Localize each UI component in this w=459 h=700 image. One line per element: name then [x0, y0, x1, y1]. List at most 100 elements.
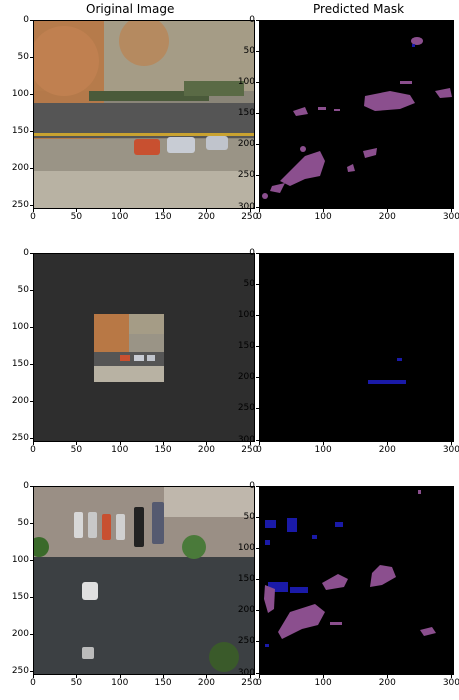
tick-mark	[387, 675, 389, 678]
y-tick-label: 250	[237, 170, 255, 181]
x-tick-label: 150	[154, 212, 172, 222]
tick-mark	[119, 209, 121, 212]
tick-mark	[256, 517, 259, 519]
tick-mark	[30, 437, 33, 439]
tick-mark	[249, 442, 251, 445]
tick-mark	[249, 209, 251, 212]
tick-mark	[30, 289, 33, 291]
y-tick-label: 150	[11, 591, 29, 602]
tick-mark	[256, 439, 259, 441]
tick-mark	[256, 315, 259, 317]
y-tick-label: 50	[243, 512, 255, 523]
original-image-title: Original Image	[86, 2, 175, 16]
x-tick-label: 200	[197, 445, 216, 455]
y-tick-label: 0	[249, 481, 255, 491]
y-tick-label: 300	[237, 667, 255, 678]
x-tick-label: 200	[378, 445, 396, 455]
x-tick-label: 150	[154, 445, 172, 455]
y-tick-label: 150	[237, 341, 255, 352]
y-tick-label: 200	[11, 395, 29, 406]
y-tick-label: 0	[249, 15, 255, 25]
y-tick-label: 250	[11, 432, 29, 443]
tick-mark	[30, 670, 33, 672]
tick-mark	[76, 442, 78, 445]
original-image-3	[33, 486, 255, 675]
tick-mark	[249, 675, 251, 678]
tick-mark	[163, 442, 165, 445]
y-tick-label: 100	[11, 88, 29, 99]
tick-mark	[206, 675, 208, 678]
x-tick-label: 200	[197, 678, 216, 688]
y-tick-label: 100	[237, 77, 255, 88]
tick-mark	[256, 579, 259, 581]
tick-mark	[256, 377, 259, 379]
predicted-mask-title: Predicted Mask	[313, 2, 405, 16]
tick-mark	[33, 209, 34, 212]
y-tick-label: 50	[243, 279, 255, 290]
tick-mark	[33, 442, 34, 445]
tick-mark	[256, 641, 259, 643]
y-tick-label: 200	[11, 162, 29, 173]
tick-mark	[256, 20, 259, 21]
tick-mark	[256, 346, 259, 348]
tick-mark	[256, 672, 259, 674]
y-tick-label: 100	[237, 310, 255, 321]
x-tick-label: 0	[30, 212, 36, 222]
tick-mark	[30, 326, 33, 328]
tick-mark	[30, 20, 33, 21]
tick-mark	[451, 209, 453, 212]
x-tick-label: 200	[378, 212, 396, 222]
x-tick-label: 0	[30, 678, 36, 688]
y-tick-label: 100	[237, 543, 255, 554]
x-tick-label: 300	[442, 212, 459, 222]
x-tick-label: 300	[442, 445, 459, 455]
tick-mark	[76, 675, 78, 678]
tick-mark	[256, 486, 259, 487]
y-tick-label: 50	[17, 517, 29, 528]
tick-mark	[76, 209, 78, 212]
x-tick-label: 250	[241, 212, 259, 222]
y-tick-label: 250	[11, 665, 29, 676]
x-tick-label: 50	[70, 445, 83, 455]
x-tick-label: 50	[70, 678, 83, 688]
tick-mark	[387, 209, 389, 212]
x-tick-label: 150	[154, 678, 172, 688]
y-tick-label: 200	[11, 628, 29, 639]
y-tick-label: 50	[17, 51, 29, 62]
x-tick-label: 0	[256, 445, 262, 455]
x-tick-label: 100	[111, 678, 129, 688]
y-tick-label: 200	[237, 372, 255, 383]
tick-mark	[30, 559, 33, 561]
y-tick-label: 150	[237, 108, 255, 119]
tick-mark	[256, 206, 259, 208]
tick-mark	[451, 442, 453, 445]
y-tick-label: 150	[11, 125, 29, 136]
y-tick-label: 0	[23, 248, 29, 258]
tick-mark	[30, 522, 33, 524]
tick-mark	[387, 442, 389, 445]
y-tick-label: 100	[11, 321, 29, 332]
y-tick-label: 0	[23, 481, 29, 491]
x-tick-label: 0	[256, 678, 262, 688]
tick-mark	[30, 253, 33, 254]
y-tick-label: 300	[237, 434, 255, 445]
y-tick-label: 250	[11, 199, 29, 210]
tick-mark	[119, 675, 121, 678]
x-tick-label: 100	[314, 445, 332, 455]
x-tick-label: 200	[378, 678, 396, 688]
tick-mark	[30, 204, 33, 206]
y-tick-label: 300	[237, 201, 255, 212]
y-tick-label: 200	[237, 605, 255, 616]
tick-mark	[33, 675, 34, 678]
original-image-1	[33, 20, 255, 209]
tick-mark	[163, 675, 165, 678]
y-tick-label: 150	[237, 574, 255, 585]
tick-mark	[30, 363, 33, 365]
tick-mark	[256, 284, 259, 286]
x-tick-label: 300	[442, 678, 459, 688]
tick-mark	[451, 675, 453, 678]
tick-mark	[256, 175, 259, 177]
tick-mark	[256, 51, 259, 53]
tick-mark	[323, 675, 325, 678]
y-tick-label: 200	[237, 139, 255, 150]
